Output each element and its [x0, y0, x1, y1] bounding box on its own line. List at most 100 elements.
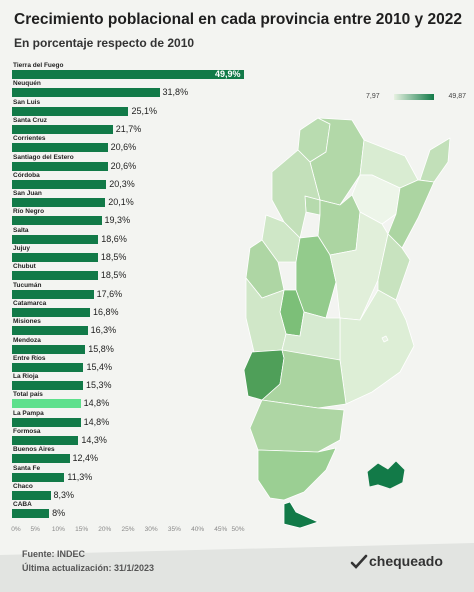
bar-category-label: San Juan: [13, 190, 42, 198]
province-santafe: [329, 211, 389, 321]
bar-category-label: Buenos Aires: [13, 446, 55, 454]
legend-max-label: 49,87: [448, 93, 466, 100]
bar: [12, 106, 129, 116]
bar-row: San Luis 25,1%: [12, 99, 244, 117]
bar-category-label: La Rioja: [13, 373, 39, 381]
bar-value-label: 15,3%: [85, 380, 112, 391]
bar-category-label: Catamarca: [13, 299, 47, 307]
bar-value-label: 16,8%: [92, 306, 119, 317]
bar: [12, 362, 84, 372]
bar-value-label: 17,6%: [96, 288, 123, 299]
bar-category-label: Jujuy: [13, 245, 30, 252]
logo-icon: [350, 554, 368, 569]
bar-row: Mendoza 15,8%: [12, 337, 244, 355]
bar-row: Corrientes 20,6%: [12, 135, 244, 153]
bar-category-label: CABA: [13, 501, 32, 509]
bar-value-label: 15,8%: [88, 343, 114, 354]
bar-value-label: 18,5%: [100, 270, 127, 281]
bar-value-label: 16,3%: [90, 325, 117, 336]
bar-category-label: Santa Fe: [13, 464, 41, 472]
bar: [12, 253, 98, 262]
bar-category-label: Tucumán: [13, 281, 42, 289]
bar-value-label: 20,6%: [110, 142, 137, 153]
bar-category-label: Córdoba: [13, 171, 40, 179]
bar: [12, 216, 102, 226]
province-misiones: [419, 137, 451, 183]
argentina-map: [243, 117, 451, 529]
bar-value-label: 20,3%: [109, 178, 135, 189]
x-tick-label: 10%: [51, 526, 65, 533]
bar: [12, 326, 88, 336]
bar-row: Jujuy 18,5%: [12, 245, 244, 263]
bar-row: San Juan 20,1%: [12, 190, 244, 208]
bar-category-label: Neuquén: [13, 80, 41, 88]
bar-category-label: La Pampa: [13, 409, 44, 417]
chart-subtitle: En porcentaje respecto de 2010: [14, 36, 195, 50]
bar-category-label: Río Negro: [13, 208, 45, 216]
bar: [12, 161, 108, 171]
bar-row: Neuquén 31,8%: [12, 80, 244, 98]
bar-category-label: Formosa: [13, 428, 41, 435]
x-tick-label: 45%: [214, 526, 228, 533]
bar: [12, 381, 83, 391]
bar-row: Tierra del Fuego 49,9%: [12, 62, 244, 80]
province-chubut: [249, 399, 345, 453]
x-tick-label: 0%: [11, 526, 21, 533]
bar: [12, 271, 98, 281]
bar-value-label: 49,9%: [215, 69, 241, 79]
bar-value-label: 21,7%: [115, 123, 142, 134]
x-tick-label: 5%: [30, 526, 40, 533]
x-tick-label: 40%: [191, 526, 205, 533]
bar-row: Buenos Aires 12,4%: [12, 446, 244, 464]
x-tick-label: 20%: [98, 526, 112, 533]
x-tick-label: 25%: [121, 526, 135, 533]
footer-background: [0, 543, 474, 592]
bar: [12, 399, 81, 409]
bar-value-label: 25,1%: [131, 105, 157, 116]
bar: [12, 307, 90, 317]
source-text: Fuente: INDEC: [22, 549, 85, 559]
bar-category-label: Mendoza: [13, 336, 41, 344]
bar-row: La Rioja 15,3%: [12, 373, 244, 391]
bar: [12, 234, 99, 244]
bar-row: Santiago del Estero 20,6%: [12, 154, 244, 172]
x-axis: 0% 5% 10% 15% 20% 25% 30% 35% 40% 45% 50%: [11, 526, 245, 536]
bar-value-label: 12,4%: [72, 453, 99, 464]
bar: [12, 344, 86, 354]
x-tick-label: 35%: [167, 526, 181, 533]
bar-value-label: 18,5%: [100, 252, 127, 262]
bar: [12, 454, 70, 464]
bar: [12, 124, 113, 134]
bar: [12, 143, 108, 153]
bar-row: Misiones 16,3%: [12, 318, 244, 336]
bar-row: Total país 14,8%: [12, 391, 244, 409]
bar-value-label: 31,8%: [162, 87, 189, 98]
bar-row: Santa Fe 11,3%: [12, 465, 244, 483]
bar-row: Entre Ríos 15,4%: [12, 355, 244, 373]
bar: [12, 179, 107, 189]
bar-value-label: 8,3%: [53, 489, 75, 500]
bar-row: La Pampa 14,8%: [12, 410, 244, 428]
bar-category-label: Total país: [13, 391, 43, 399]
legend-gradient: [394, 94, 434, 100]
x-tick-label: 15%: [75, 526, 89, 533]
bar-category-label: Misiones: [13, 318, 41, 326]
bar-row: Río Negro 19,3%: [12, 208, 244, 226]
bar: [12, 490, 51, 500]
x-tick-label: 50%: [231, 526, 245, 533]
bar-category-label: Corrientes: [13, 135, 46, 143]
bar-row: Formosa 14,3%: [12, 428, 244, 446]
bar: [12, 472, 65, 482]
bar-row: Chaco 8,3%: [12, 483, 244, 501]
chart-title: Crecimiento poblacional en cada provinci…: [14, 11, 462, 28]
province-catamarca: [271, 149, 321, 239]
bar-value-label: 14,3%: [81, 435, 107, 445]
bar-value-label: 20,1%: [108, 197, 134, 208]
bar-category-label: Salta: [13, 226, 29, 234]
bar-category-label: San Luis: [13, 98, 41, 106]
bar-value-label: 8%: [52, 508, 66, 519]
legend-min-label: 7,97: [366, 93, 380, 100]
bar-value-label: 20,6%: [110, 160, 137, 171]
chequeado-logo[interactable]: chequeado: [350, 552, 450, 574]
bar-category-label: Tierra del Fuego: [13, 62, 64, 69]
